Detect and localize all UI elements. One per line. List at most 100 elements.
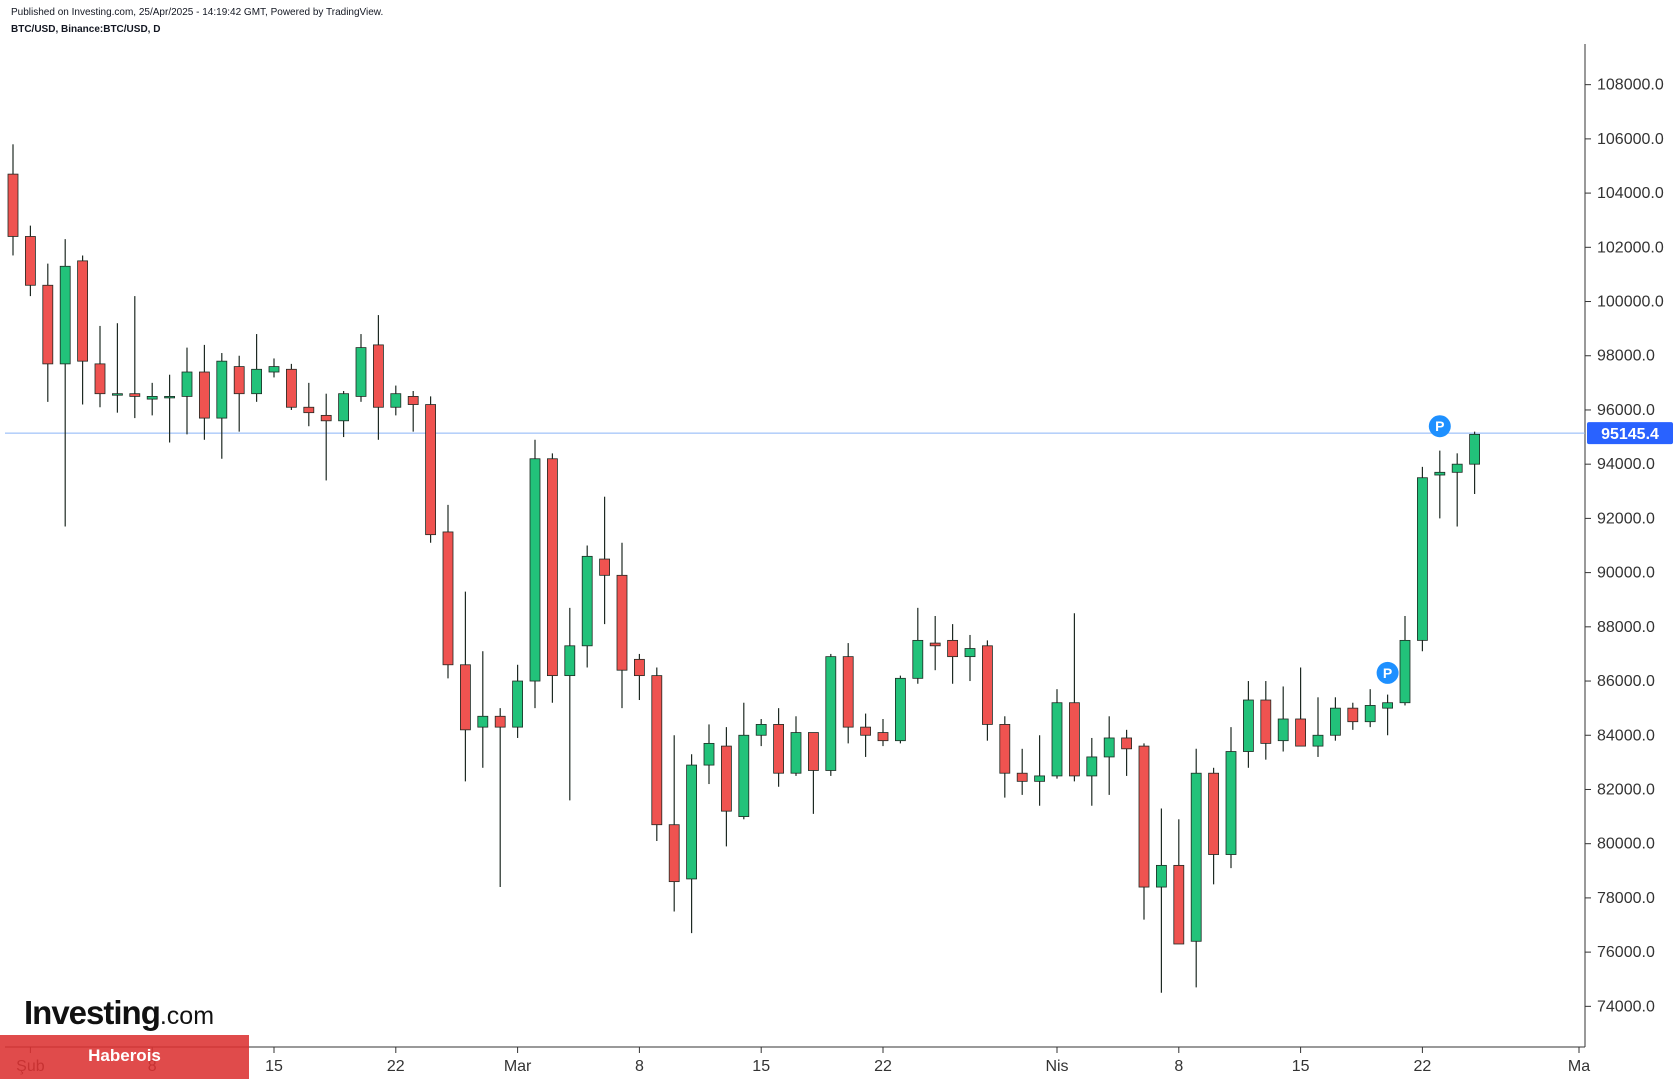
candle-down (547, 458, 558, 677)
candle-down (634, 658, 645, 677)
last-price-badge (1587, 422, 1673, 445)
candle-down (929, 642, 941, 647)
x-tick-label: 22 (1414, 1058, 1432, 1075)
candle-down (1260, 699, 1272, 744)
candle-up (355, 347, 367, 397)
published-info: Published on Investing.com, 25/Apr/2025 … (11, 7, 384, 18)
x-tick-label: 15 (1292, 1058, 1310, 1075)
candle-down (982, 645, 993, 725)
candle-up (1243, 699, 1254, 752)
y-tick-label: 100000.0 (1597, 294, 1664, 311)
y-tick-label: 92000.0 (1597, 510, 1655, 527)
candle-down (407, 396, 419, 405)
y-tick-label: 94000.0 (1597, 456, 1655, 473)
candle-down (77, 260, 88, 362)
candle-down (494, 715, 506, 728)
candle-down (1347, 707, 1359, 723)
candle-up (390, 393, 402, 408)
candle-down (198, 371, 210, 419)
marker-circle (1428, 415, 1451, 438)
candle-down (285, 368, 297, 408)
y-tick-label: 78000.0 (1597, 890, 1655, 907)
candle-up (1103, 737, 1115, 758)
candle-down (233, 366, 245, 395)
investing-logo: Investing.com (24, 994, 214, 1032)
x-tick-label: Nis (1045, 1058, 1068, 1075)
candle-down (808, 732, 819, 771)
candle-down (372, 344, 384, 408)
candle-down (651, 675, 663, 826)
candle-up (686, 764, 697, 880)
candle-down (842, 656, 854, 728)
symbol-label: BTC/USD, Binance:BTC/USD, D (11, 24, 161, 35)
candle-down (947, 639, 958, 658)
candle-up (790, 732, 802, 774)
candle-down (860, 726, 871, 736)
y-tick-label: 74000.0 (1597, 998, 1655, 1015)
y-tick-label: 106000.0 (1597, 131, 1664, 148)
marker-label: P (1383, 665, 1392, 681)
candle-up (146, 396, 158, 400)
candle-up (59, 265, 71, 365)
candle-up (1312, 734, 1324, 747)
y-tick-label: 76000.0 (1597, 944, 1655, 961)
watermark-banner: Haberois (0, 1035, 249, 1079)
candle-down (721, 745, 732, 812)
y-tick-label: 98000.0 (1597, 348, 1655, 365)
candle-down (42, 284, 54, 365)
candle-up (529, 458, 541, 682)
y-tick-label: 84000.0 (1597, 727, 1655, 744)
logo-suffix-text: .com (159, 1002, 215, 1030)
candle-up (1190, 772, 1202, 942)
candle-up (564, 645, 576, 677)
y-tick-label: 104000.0 (1597, 185, 1664, 202)
x-tick-label: Mar (504, 1058, 532, 1075)
candle-up (1330, 707, 1341, 736)
candle-up (1417, 477, 1428, 641)
x-tick-label: 8 (1174, 1058, 1183, 1075)
candle-down (1121, 737, 1132, 750)
candle-down (320, 414, 332, 422)
candle-up (1086, 756, 1098, 777)
candle-up (1034, 775, 1045, 782)
candle-down (1173, 864, 1185, 945)
x-tick-label: 15 (265, 1058, 283, 1075)
candle-up (512, 680, 523, 728)
candle-down (668, 824, 680, 883)
candle-down (1016, 772, 1028, 782)
y-tick-label: 82000.0 (1597, 781, 1655, 798)
y-tick-label: 88000.0 (1597, 619, 1655, 636)
candle-up (268, 366, 280, 373)
candle-up (581, 555, 593, 647)
candle-up (216, 360, 228, 419)
candle-down (24, 236, 36, 286)
candle-up (477, 715, 489, 728)
y-tick-label: 102000.0 (1597, 239, 1664, 256)
candle-up (1451, 463, 1463, 473)
candle-up (738, 734, 750, 817)
candle-down (877, 732, 889, 742)
candle-down (1208, 772, 1219, 855)
y-tick-label: 96000.0 (1597, 402, 1655, 419)
candle-up (825, 656, 837, 771)
y-tick-label: 90000.0 (1597, 565, 1655, 582)
marker-label: P (1435, 418, 1444, 434)
candle-up (964, 648, 976, 658)
x-tick-label: 22 (387, 1058, 405, 1075)
candle-up (1399, 639, 1411, 704)
candle-down (1138, 745, 1150, 888)
candle-up (164, 396, 176, 399)
candle-up (912, 639, 924, 679)
candle-down (459, 664, 471, 731)
candle-down (94, 363, 106, 395)
candle-up (755, 724, 767, 736)
candle-down (599, 558, 610, 576)
last-price-label: 95145.4 (1601, 426, 1659, 443)
x-tick-label: 22 (874, 1058, 892, 1075)
x-tick-label: Ma (1568, 1058, 1590, 1075)
candle-up (1051, 702, 1063, 777)
candle-up (1469, 433, 1480, 465)
logo-main-text: Investing (24, 994, 161, 1031)
y-tick-label: 86000.0 (1597, 673, 1655, 690)
